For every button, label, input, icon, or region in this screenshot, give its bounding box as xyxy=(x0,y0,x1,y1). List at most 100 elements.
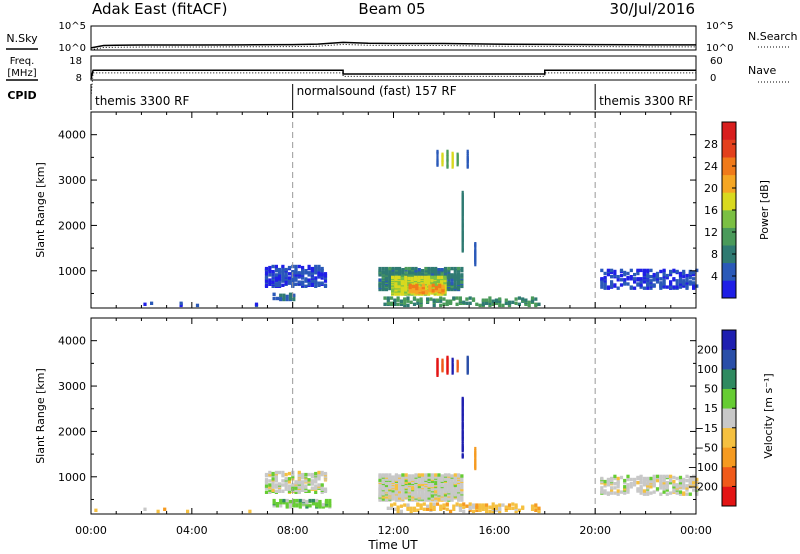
time-x-tick-label: 20:00 xyxy=(579,524,611,537)
velocity-cell xyxy=(288,505,293,509)
velocity-cell xyxy=(281,483,285,487)
power-cell xyxy=(669,280,673,284)
velocity-cell xyxy=(457,492,461,496)
velocity-cell xyxy=(695,483,699,487)
velocity-cell xyxy=(672,482,676,486)
velocity-cell xyxy=(378,482,382,487)
power-cell xyxy=(416,298,420,302)
velocity-cell xyxy=(616,476,620,481)
velocity-cell xyxy=(478,503,482,507)
power-cell xyxy=(603,279,607,283)
velocity-cell xyxy=(396,505,400,509)
velocity-cell xyxy=(639,485,643,489)
power-cell xyxy=(457,274,461,278)
velocity-cell xyxy=(672,489,676,493)
power-cell xyxy=(457,272,461,276)
velocity-cell xyxy=(388,475,392,479)
power-cell xyxy=(421,283,425,288)
power-cell xyxy=(274,282,278,286)
velocity-cell xyxy=(498,503,502,507)
power-cell xyxy=(431,283,435,288)
velocity-cell xyxy=(388,473,392,477)
power-cell xyxy=(294,278,298,282)
power-cell xyxy=(527,300,531,304)
cpid-label: CPID xyxy=(7,89,36,102)
velocity-cell xyxy=(453,486,457,491)
velocity-streak-cell xyxy=(436,357,439,362)
velocity-streak-cell xyxy=(461,411,464,415)
power-colorbar-tick-label: 28 xyxy=(704,138,718,151)
power-cell xyxy=(682,281,686,285)
power-cell xyxy=(629,285,633,289)
velocity-cell xyxy=(414,479,418,483)
date-label: 30/Jul/2016 xyxy=(610,0,695,18)
velocity-cell xyxy=(268,472,272,477)
power-cell xyxy=(613,269,617,274)
velocity-cell xyxy=(445,502,449,506)
velocity-cell xyxy=(271,488,275,492)
power-cell xyxy=(439,303,443,308)
power-cell xyxy=(378,281,382,285)
velocity-cell xyxy=(430,491,434,495)
power-cell xyxy=(323,279,328,283)
power-cell xyxy=(317,283,321,287)
velocity-cell xyxy=(264,490,269,494)
velocity-cell xyxy=(304,484,308,488)
power-cell xyxy=(662,284,666,288)
power-cell xyxy=(600,282,604,286)
power-cell xyxy=(445,299,449,303)
velocity-cell xyxy=(427,490,431,494)
velocity-cell xyxy=(481,507,485,511)
power-cell xyxy=(517,296,521,300)
velocity-cell xyxy=(298,498,302,503)
power-cell xyxy=(424,269,428,273)
power-cell xyxy=(297,264,301,269)
power-cell xyxy=(264,283,269,287)
velocity-cell xyxy=(692,481,696,485)
power-cell xyxy=(400,276,404,281)
power-streak-cell xyxy=(461,216,464,221)
velocity-cell xyxy=(284,487,288,491)
power-cell xyxy=(662,272,666,277)
velocity-cell xyxy=(460,474,464,478)
velocity-cell xyxy=(391,475,395,479)
power-cell xyxy=(403,301,407,305)
velocity-cell xyxy=(530,507,535,511)
velocity-cell xyxy=(440,474,444,478)
power-cell xyxy=(669,285,673,289)
power-cell xyxy=(417,270,421,274)
power-cell xyxy=(383,302,387,306)
velocity-cell xyxy=(636,481,640,485)
velocity-streak-cell xyxy=(446,355,449,360)
power-cell xyxy=(623,281,627,285)
power-streak-cell xyxy=(451,151,454,156)
velocity-cell xyxy=(414,473,418,477)
power-cell xyxy=(619,268,624,273)
velocity-cell xyxy=(442,503,446,507)
power-cell xyxy=(428,284,432,289)
velocity-cell xyxy=(678,490,683,494)
power-cell xyxy=(301,265,305,270)
power-cell xyxy=(652,283,656,287)
velocity-cell xyxy=(511,502,515,506)
power-cell xyxy=(401,268,405,272)
velocity-cell xyxy=(450,474,454,478)
power-cell xyxy=(434,266,438,271)
velocity-cell xyxy=(324,504,329,508)
velocity-streak-cell xyxy=(451,367,454,371)
power-cell xyxy=(425,289,429,294)
velocity-streak-cell xyxy=(474,451,477,455)
power-cell xyxy=(626,271,630,276)
power-cell xyxy=(404,280,408,285)
power-cell xyxy=(288,292,293,296)
power-cell xyxy=(399,302,403,306)
power-cell xyxy=(491,299,495,303)
velocity-cell xyxy=(427,494,431,498)
power-cell xyxy=(143,302,147,306)
power-cell xyxy=(307,271,311,275)
power-streak-cell xyxy=(446,163,449,167)
power-cell xyxy=(662,282,666,286)
velocity-y-axis-label: Slant Range [km] xyxy=(34,368,47,464)
velocity-cell xyxy=(460,485,464,490)
